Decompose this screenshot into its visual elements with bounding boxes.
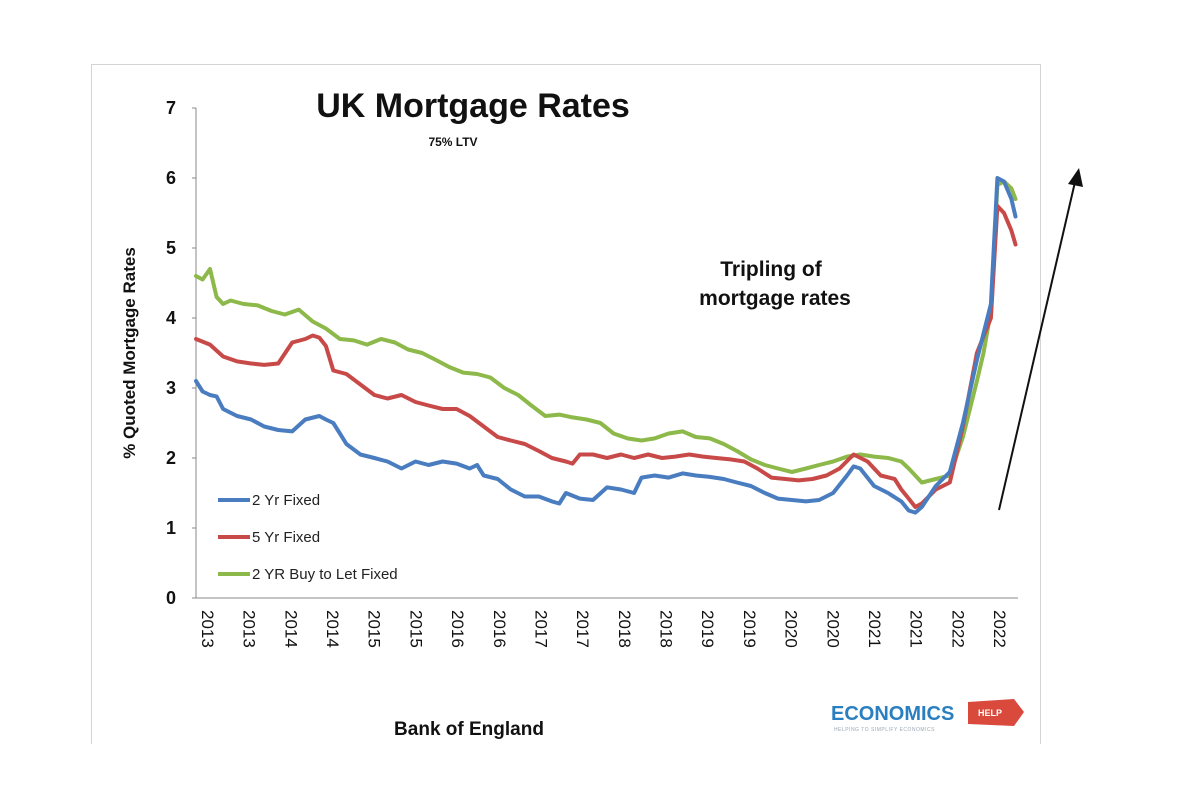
- x-tick-label: 2021: [907, 610, 926, 648]
- x-tick-label: 2022: [990, 610, 1009, 648]
- x-tick-label: 2020: [782, 610, 801, 648]
- y-tick-label: 6: [166, 168, 176, 188]
- x-axis-label: Bank of England: [394, 719, 544, 740]
- x-tick-label: 2018: [657, 610, 676, 648]
- chart-title: UK Mortgage Rates: [316, 87, 630, 125]
- y-tick-label: 5: [166, 238, 176, 258]
- y-tick-label: 3: [166, 378, 176, 398]
- legend-label-2-yr-buy-to-let-fixed: 2 YR Buy to Let Fixed: [252, 566, 398, 583]
- chart-subtitle: 75% LTV: [428, 135, 477, 149]
- trend-arrow-shaft: [998, 181, 1076, 511]
- series-line-2-yr-fixed: [194, 176, 1018, 515]
- series-line-5-yr-fixed: [194, 204, 1018, 509]
- x-tick-label: 2016: [448, 610, 467, 648]
- series-group: [194, 176, 1018, 515]
- logo-badge-text: HELP: [978, 708, 1002, 718]
- x-tick-label: 2013: [240, 610, 259, 648]
- x-tick-label: 2022: [948, 610, 967, 648]
- x-tick-label: 2017: [531, 610, 550, 648]
- y-axis-label: % Quoted Mortgage Rates: [120, 247, 139, 459]
- x-tick-label: 2021: [865, 610, 884, 648]
- x-tick-label: 2015: [406, 610, 425, 648]
- economics-help-logo: ECONOMICS HELP HELPING TO SIMPLIFY ECONO…: [831, 699, 1024, 733]
- y-tick-label: 0: [166, 588, 176, 608]
- series-line-2-yr-buy-to-let-fixed: [194, 179, 1018, 485]
- x-tick-label: 2019: [698, 610, 717, 648]
- x-tick-label: 2020: [823, 610, 842, 648]
- logo-badge-shape: [968, 699, 1024, 726]
- x-ticks: 2013 2013 2014 2014 2015 2015 2016 2016 2017 2017…: [198, 610, 1009, 648]
- trend-arrow-head: [1068, 168, 1083, 187]
- annotation-line-1: Tripling of: [720, 258, 822, 281]
- legend-label-5-yr-fixed: 5 Yr Fixed: [252, 529, 320, 546]
- y-tick-label: 4: [166, 308, 176, 328]
- y-tick-label: 2: [166, 448, 176, 468]
- x-tick-label: 2018: [615, 610, 634, 648]
- y-tick-label: 7: [166, 98, 176, 118]
- x-tick-label: 2013: [198, 610, 217, 648]
- y-tick-label: 1: [166, 518, 176, 538]
- logo-brand-text: ECONOMICS: [831, 703, 954, 725]
- annotation-line-2: mortgage rates: [699, 287, 851, 310]
- y-ticks: 0 1 2 3 4 5 6 7: [166, 98, 196, 608]
- x-tick-label: 2016: [490, 610, 509, 648]
- x-tick-label: 2014: [323, 610, 342, 648]
- legend: 2 Yr Fixed 5 Yr Fixed 2 YR Buy to Let Fixe…: [218, 492, 398, 583]
- x-tick-label: 2017: [573, 610, 592, 648]
- x-tick-label: 2015: [365, 610, 384, 648]
- chart-frame: [91, 64, 1041, 744]
- x-tick-label: 2019: [740, 610, 759, 648]
- logo-tagline: HELPING TO SIMPLIFY ECONOMICS: [834, 727, 935, 733]
- x-tick-label: 2014: [281, 610, 300, 648]
- legend-label-2-yr-fixed: 2 Yr Fixed: [252, 492, 320, 509]
